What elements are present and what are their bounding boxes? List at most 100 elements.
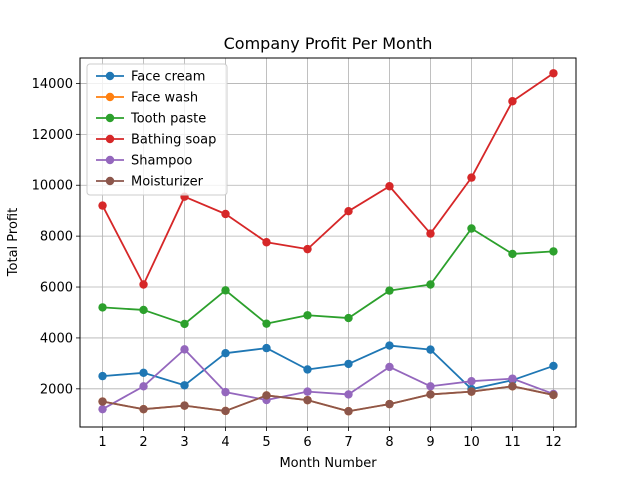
x-tick-label: 7 <box>344 435 352 450</box>
series-bathing-soap <box>98 69 558 289</box>
data-point <box>467 224 476 233</box>
data-point <box>180 319 189 329</box>
x-tick-label: 11 <box>504 435 521 450</box>
x-tick-label: 9 <box>426 435 434 450</box>
data-point <box>426 390 435 399</box>
series-line <box>102 385 554 413</box>
legend-item: Moisturizer <box>96 175 204 190</box>
data-point <box>549 69 558 78</box>
x-tick-label: 2 <box>139 435 147 450</box>
legend-label: Moisturizer <box>131 175 204 190</box>
data-point <box>303 311 312 320</box>
legend-marker <box>105 134 115 144</box>
data-point <box>221 349 230 358</box>
legend-marker <box>105 113 115 123</box>
x-tick-label: 1 <box>98 435 106 450</box>
data-point <box>426 229 435 238</box>
legend-label: Tooth paste <box>130 112 206 127</box>
data-point <box>303 387 312 396</box>
x-tick-label: 8 <box>385 435 393 450</box>
data-point <box>98 201 107 210</box>
y-tick-label: 12000 <box>32 128 73 143</box>
data-point <box>139 280 148 289</box>
data-point <box>549 390 558 400</box>
y-tick-label: 2000 <box>40 382 73 397</box>
x-tick-label: 5 <box>262 435 270 450</box>
data-point <box>508 97 517 106</box>
legend-label: Shampoo <box>131 154 192 169</box>
legend-item: Face cream <box>96 70 205 85</box>
legend-marker <box>105 155 115 165</box>
data-point <box>262 238 271 247</box>
data-point <box>385 286 394 295</box>
data-point <box>139 382 148 391</box>
data-point <box>139 305 148 315</box>
data-point <box>467 376 476 386</box>
legend-label: Face wash <box>131 91 198 106</box>
data-point <box>139 368 148 377</box>
data-point <box>549 361 558 371</box>
y-tick-label: 6000 <box>40 281 73 296</box>
data-point <box>303 365 312 374</box>
data-point <box>98 404 107 414</box>
data-point <box>344 313 353 323</box>
plot-frame <box>79 57 577 428</box>
data-point <box>221 286 230 295</box>
legend-item: Shampoo <box>96 154 192 169</box>
legend-item: Face wash <box>96 91 198 106</box>
data-point <box>98 303 107 312</box>
y-tick-label: 8000 <box>40 230 73 245</box>
data-point <box>385 399 394 409</box>
data-point <box>262 391 271 400</box>
data-point <box>262 319 271 328</box>
data-point <box>344 206 353 216</box>
data-point <box>221 209 230 219</box>
chart-title: Company Profit Per Month <box>224 34 433 53</box>
series-line <box>102 348 554 410</box>
x-tick-label: 6 <box>303 435 311 450</box>
data-point <box>262 343 271 353</box>
data-point <box>385 182 394 191</box>
data-point <box>221 387 230 397</box>
data-point <box>344 359 353 369</box>
x-tick-label: 10 <box>463 435 480 450</box>
data-point <box>180 381 189 390</box>
data-point <box>385 362 394 372</box>
series-line <box>102 344 554 390</box>
data-point <box>98 397 107 406</box>
data-point <box>426 345 435 354</box>
data-point <box>426 280 435 289</box>
series-line <box>101 72 554 286</box>
x-tick-label: 3 <box>180 435 188 450</box>
legend-item: Bathing soap <box>96 133 216 148</box>
data-point <box>508 382 517 391</box>
data-point <box>98 371 107 381</box>
data-point <box>303 395 312 405</box>
legend-marker <box>105 71 115 81</box>
data-point <box>426 382 435 391</box>
data-point <box>467 173 476 182</box>
y-axis-label: Total Profit <box>6 208 21 277</box>
series-moisturizer <box>98 382 558 416</box>
data-point <box>221 406 230 416</box>
y-tick-label: 14000 <box>32 77 73 92</box>
data-point <box>139 404 148 414</box>
data-point <box>303 244 312 254</box>
data-point <box>508 249 517 259</box>
x-tick-label: 4 <box>221 435 229 450</box>
legend-marker <box>105 92 115 102</box>
x-axis-label: Month Number <box>279 456 377 471</box>
legend-item: Tooth paste <box>96 112 206 127</box>
series-line <box>102 227 554 325</box>
legend-label: Bathing soap <box>131 133 216 148</box>
legend-marker <box>105 176 115 186</box>
data-point <box>549 247 558 256</box>
data-point <box>344 407 353 416</box>
series-tooth-paste <box>98 224 558 329</box>
data-point <box>180 401 189 410</box>
series-layer <box>98 69 558 416</box>
legend: Face cream Face wash Tooth paste Bathing so… <box>86 63 228 196</box>
data-point <box>180 345 189 354</box>
x-axis-ticks: 1 2 3 4 5 6 7 8 9 10 11 12 <box>98 427 562 450</box>
y-tick-label: 10000 <box>32 179 73 194</box>
